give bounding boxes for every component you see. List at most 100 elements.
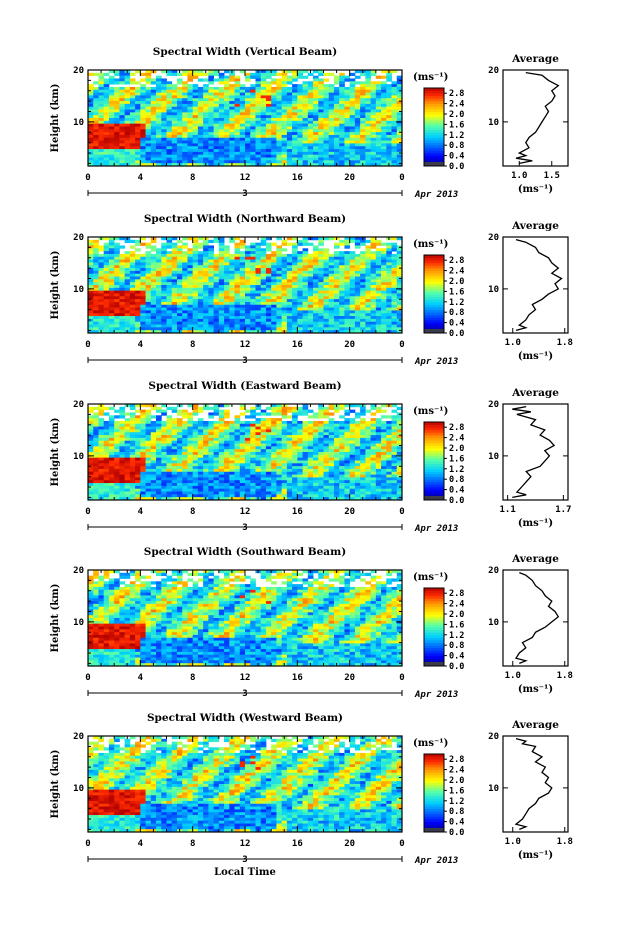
heatmap-cell <box>281 72 288 77</box>
heatmap-cell <box>375 75 382 79</box>
heatmap-cell <box>281 118 288 122</box>
heatmap-cell <box>171 310 178 314</box>
heatmap-cell <box>161 140 167 144</box>
heatmap-cell <box>297 318 303 323</box>
heatmap-cell <box>161 282 167 286</box>
heatmap-cell <box>255 310 262 314</box>
heatmap-cell <box>224 129 230 133</box>
heatmap-cell <box>108 262 115 266</box>
heatmap-cell <box>229 137 235 141</box>
heatmap-cell <box>323 321 330 325</box>
heatmap-cell <box>375 296 382 300</box>
heatmap-cell <box>150 432 157 436</box>
heatmap-cell <box>124 98 131 102</box>
heatmap-cell <box>208 426 214 430</box>
heatmap-cell <box>281 318 288 323</box>
heatmap-cell <box>192 245 199 249</box>
heatmap-cell <box>114 273 120 277</box>
heatmap-cell <box>255 137 262 141</box>
heatmap-cell <box>360 140 366 144</box>
heatmap-cell <box>381 313 387 317</box>
heatmap-cell <box>339 242 345 246</box>
heatmap-cell <box>119 98 126 102</box>
heatmap-cell <box>307 299 314 303</box>
heatmap-cell <box>344 253 351 258</box>
heatmap-cell <box>203 262 209 266</box>
heatmap-cell <box>114 81 120 85</box>
heatmap-cell <box>396 423 403 427</box>
heatmap-cell <box>286 92 293 96</box>
heatmap-cell <box>93 163 99 167</box>
heatmap-cell <box>140 253 146 258</box>
heatmap-cell <box>229 296 235 300</box>
heatmap-cell <box>239 120 246 125</box>
heatmap-cell <box>218 253 225 258</box>
heatmap-cell <box>129 140 136 144</box>
heatmap-cell <box>286 437 293 442</box>
heatmap-cell <box>250 256 256 260</box>
heatmap-cell <box>140 262 146 266</box>
heatmap-cell <box>396 282 403 286</box>
heatmap-cell <box>156 327 162 331</box>
heatmap-cell <box>208 78 214 82</box>
heatmap-cell <box>88 310 94 314</box>
heatmap-cell <box>129 143 136 147</box>
heatmap-cell <box>129 268 136 272</box>
heatmap-cell <box>88 330 94 334</box>
heatmap-cell <box>271 420 277 425</box>
heatmap-cell <box>234 123 241 127</box>
heatmap-cell <box>119 318 126 323</box>
heatmap-cell <box>140 242 146 246</box>
heatmap-cell <box>386 268 392 272</box>
heatmap-cell <box>349 420 356 425</box>
heatmap-cell <box>114 137 120 141</box>
heatmap-cell <box>292 273 298 277</box>
heatmap-cell <box>114 72 120 77</box>
heatmap-cell <box>333 276 340 280</box>
heatmap-cell <box>135 242 141 246</box>
heatmap-cell <box>297 310 303 314</box>
heatmap-cell <box>328 92 335 96</box>
heatmap-cell <box>187 415 194 419</box>
heatmap-cell <box>145 115 152 119</box>
heatmap-cell <box>318 265 324 269</box>
heatmap-cell <box>307 106 314 110</box>
heatmap-cell <box>140 293 146 297</box>
heatmap-cell <box>98 101 105 105</box>
heatmap-cell <box>250 115 256 119</box>
heatmap-cell <box>323 92 330 96</box>
heatmap-cell <box>281 406 288 411</box>
heatmap-cell <box>370 287 377 292</box>
heatmap-cell <box>281 440 288 444</box>
heatmap-cell <box>281 432 288 436</box>
heatmap-cell <box>365 324 371 328</box>
heatmap-cell <box>375 324 382 328</box>
heatmap-cell <box>182 296 188 300</box>
heatmap-cell <box>208 151 214 156</box>
heatmap-cell <box>171 432 178 436</box>
heatmap-cell <box>328 118 335 122</box>
heatmap-cell <box>218 301 225 306</box>
heatmap-cell <box>224 307 230 311</box>
heatmap-cell <box>260 304 267 308</box>
heatmap-cell <box>354 163 361 167</box>
heatmap-cell <box>218 123 225 127</box>
heatmap-cell <box>307 429 314 433</box>
heatmap-cell <box>203 239 209 244</box>
heatmap-cell <box>213 70 220 74</box>
heatmap-cell <box>286 432 293 436</box>
heatmap-cell <box>386 301 392 306</box>
heatmap-cell <box>114 310 120 314</box>
heatmap-cell <box>396 132 403 136</box>
heatmap-cell <box>88 160 94 164</box>
heatmap-cell <box>381 134 387 139</box>
heatmap-cell <box>313 89 319 93</box>
heatmap-cell <box>140 86 146 91</box>
heatmap-cell <box>234 296 241 300</box>
heatmap-cell <box>354 330 361 334</box>
heatmap-cell <box>108 321 115 325</box>
heatmap-cell <box>197 313 204 317</box>
heatmap-cell <box>297 268 303 272</box>
heatmap-cell <box>150 262 157 266</box>
heatmap-cell <box>265 287 272 292</box>
